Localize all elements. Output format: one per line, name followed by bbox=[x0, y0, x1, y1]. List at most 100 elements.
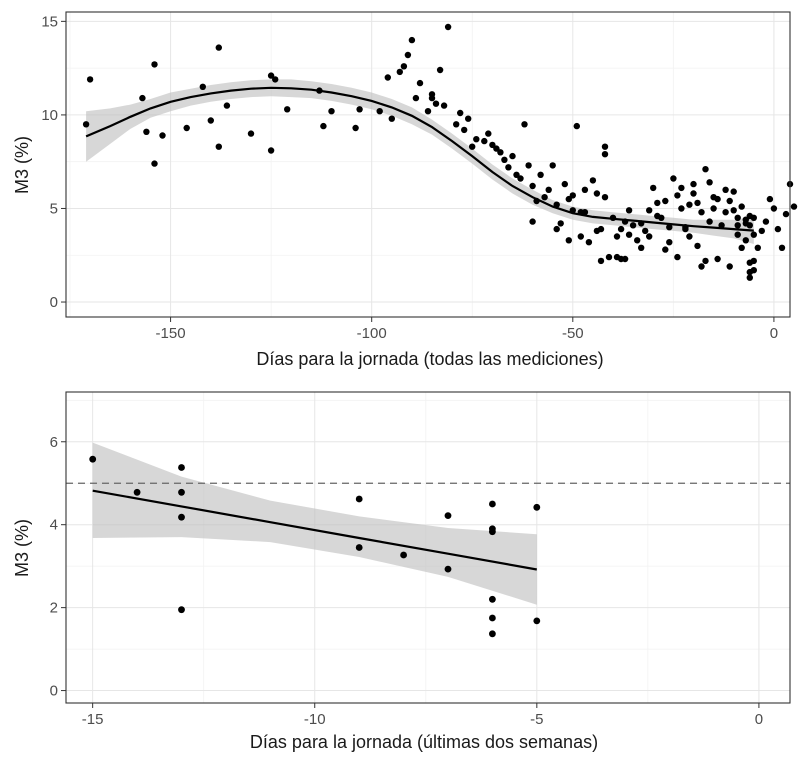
top-data-point bbox=[750, 267, 757, 274]
bot-y-tick-label: 6 bbox=[50, 434, 58, 451]
top-data-point bbox=[698, 209, 705, 216]
top-data-point bbox=[654, 199, 661, 207]
top-data-point bbox=[183, 124, 190, 132]
bot-data-point bbox=[178, 513, 185, 521]
top-data-point bbox=[742, 237, 749, 244]
top-x-tick-label: 0 bbox=[770, 325, 778, 342]
top-data-point bbox=[625, 207, 633, 214]
top-data-point bbox=[690, 190, 697, 197]
top-data-point bbox=[569, 192, 576, 199]
top-data-point bbox=[662, 246, 669, 253]
top-y-tick-label: 5 bbox=[50, 200, 58, 217]
bottom-chart: -15 -10 -5 0 0 2 4 6 Días para la jornada (últ… bbox=[12, 391, 791, 752]
top-data-point bbox=[646, 207, 653, 214]
top-data-point bbox=[666, 224, 673, 231]
top-data-point bbox=[545, 186, 552, 193]
top-data-point bbox=[766, 195, 774, 203]
top-data-point bbox=[750, 257, 757, 265]
top-data-point bbox=[453, 121, 460, 128]
top-data-point bbox=[734, 231, 741, 238]
top-data-point bbox=[605, 253, 613, 261]
bot-data-point bbox=[533, 617, 541, 625]
top-data-point bbox=[151, 61, 158, 68]
top-data-point bbox=[517, 175, 524, 182]
bot-data-point bbox=[489, 630, 496, 638]
top-data-point bbox=[625, 231, 633, 238]
top-data-point bbox=[746, 274, 753, 281]
top-data-point bbox=[428, 94, 436, 102]
top-data-point bbox=[662, 197, 669, 205]
top-y-tick-label: 0 bbox=[50, 294, 58, 311]
top-data-point bbox=[698, 263, 705, 270]
bottom-y-axis: 0 2 4 6 bbox=[50, 434, 66, 700]
bot-data-point bbox=[355, 544, 363, 551]
bot-data-point bbox=[178, 488, 185, 496]
bot-y-tick-label: 2 bbox=[50, 600, 58, 617]
bot-data-point bbox=[89, 455, 97, 463]
top-data-point bbox=[215, 44, 222, 51]
top-data-point bbox=[284, 106, 291, 113]
top-data-point bbox=[666, 239, 673, 246]
top-x-tick-label: -150 bbox=[156, 325, 186, 342]
bot-data-point bbox=[178, 606, 185, 614]
top-data-point bbox=[694, 242, 701, 250]
top-data-point bbox=[247, 130, 255, 137]
top-data-point bbox=[525, 162, 532, 169]
top-data-point bbox=[710, 205, 717, 212]
top-data-point bbox=[750, 231, 757, 238]
top-data-point bbox=[143, 128, 150, 135]
top-data-point bbox=[642, 227, 649, 235]
top-data-point bbox=[86, 76, 94, 83]
top-data-point bbox=[718, 222, 725, 229]
top-y-axis: 0 5 10 15 bbox=[41, 13, 66, 311]
top-data-point bbox=[404, 51, 412, 59]
top-data-point bbox=[738, 203, 745, 210]
bot-data-point bbox=[489, 595, 496, 603]
top-data-point bbox=[742, 220, 749, 227]
top-x-axis-title: Días para la jornada (todas las medicion… bbox=[256, 349, 603, 369]
top-loess-line bbox=[85, 86, 754, 232]
top-data-point bbox=[267, 72, 275, 79]
top-data-point bbox=[159, 132, 166, 139]
top-data-point bbox=[613, 253, 621, 261]
top-data-point bbox=[541, 194, 548, 201]
top-data-point bbox=[416, 79, 424, 87]
top-data-point bbox=[790, 203, 798, 210]
top-data-point bbox=[501, 156, 508, 163]
top-data-point bbox=[678, 205, 685, 212]
top-data-point bbox=[714, 195, 721, 203]
bot-data-point bbox=[444, 565, 452, 573]
top-grid bbox=[66, 12, 790, 317]
top-data-point bbox=[674, 192, 681, 199]
top-data-point bbox=[654, 212, 661, 220]
top-data-point bbox=[778, 244, 786, 251]
top-data-point bbox=[774, 225, 782, 233]
top-y-tick-label: 15 bbox=[41, 13, 58, 30]
top-data-point bbox=[432, 100, 440, 107]
top-data-point bbox=[320, 122, 327, 130]
top-data-point bbox=[722, 209, 729, 216]
top-data-point bbox=[706, 218, 713, 225]
top-y-tick-label: 10 bbox=[41, 107, 58, 124]
top-data-point bbox=[485, 130, 492, 137]
top-data-point bbox=[199, 83, 206, 91]
top-data-point bbox=[634, 237, 641, 244]
bot-data-point bbox=[444, 512, 452, 519]
top-data-point bbox=[601, 143, 609, 150]
bot-data-point bbox=[400, 551, 407, 559]
bot-x-tick-label: -10 bbox=[304, 711, 326, 728]
top-data-point bbox=[509, 152, 516, 160]
top-data-point bbox=[694, 199, 701, 207]
top-data-point bbox=[376, 108, 383, 115]
bottom-panel-border bbox=[65, 391, 791, 704]
bot-x-tick-label: 0 bbox=[755, 711, 763, 728]
top-data-point bbox=[461, 126, 468, 134]
top-data-point bbox=[272, 76, 279, 83]
top-data-point bbox=[561, 180, 568, 188]
top-data-point bbox=[444, 23, 452, 31]
top-data-point bbox=[215, 143, 222, 150]
top-data-point bbox=[529, 218, 536, 225]
bottom-y-axis-title: M3 (%) bbox=[12, 519, 32, 577]
top-data-point bbox=[521, 121, 528, 128]
top-data-point bbox=[734, 222, 741, 229]
